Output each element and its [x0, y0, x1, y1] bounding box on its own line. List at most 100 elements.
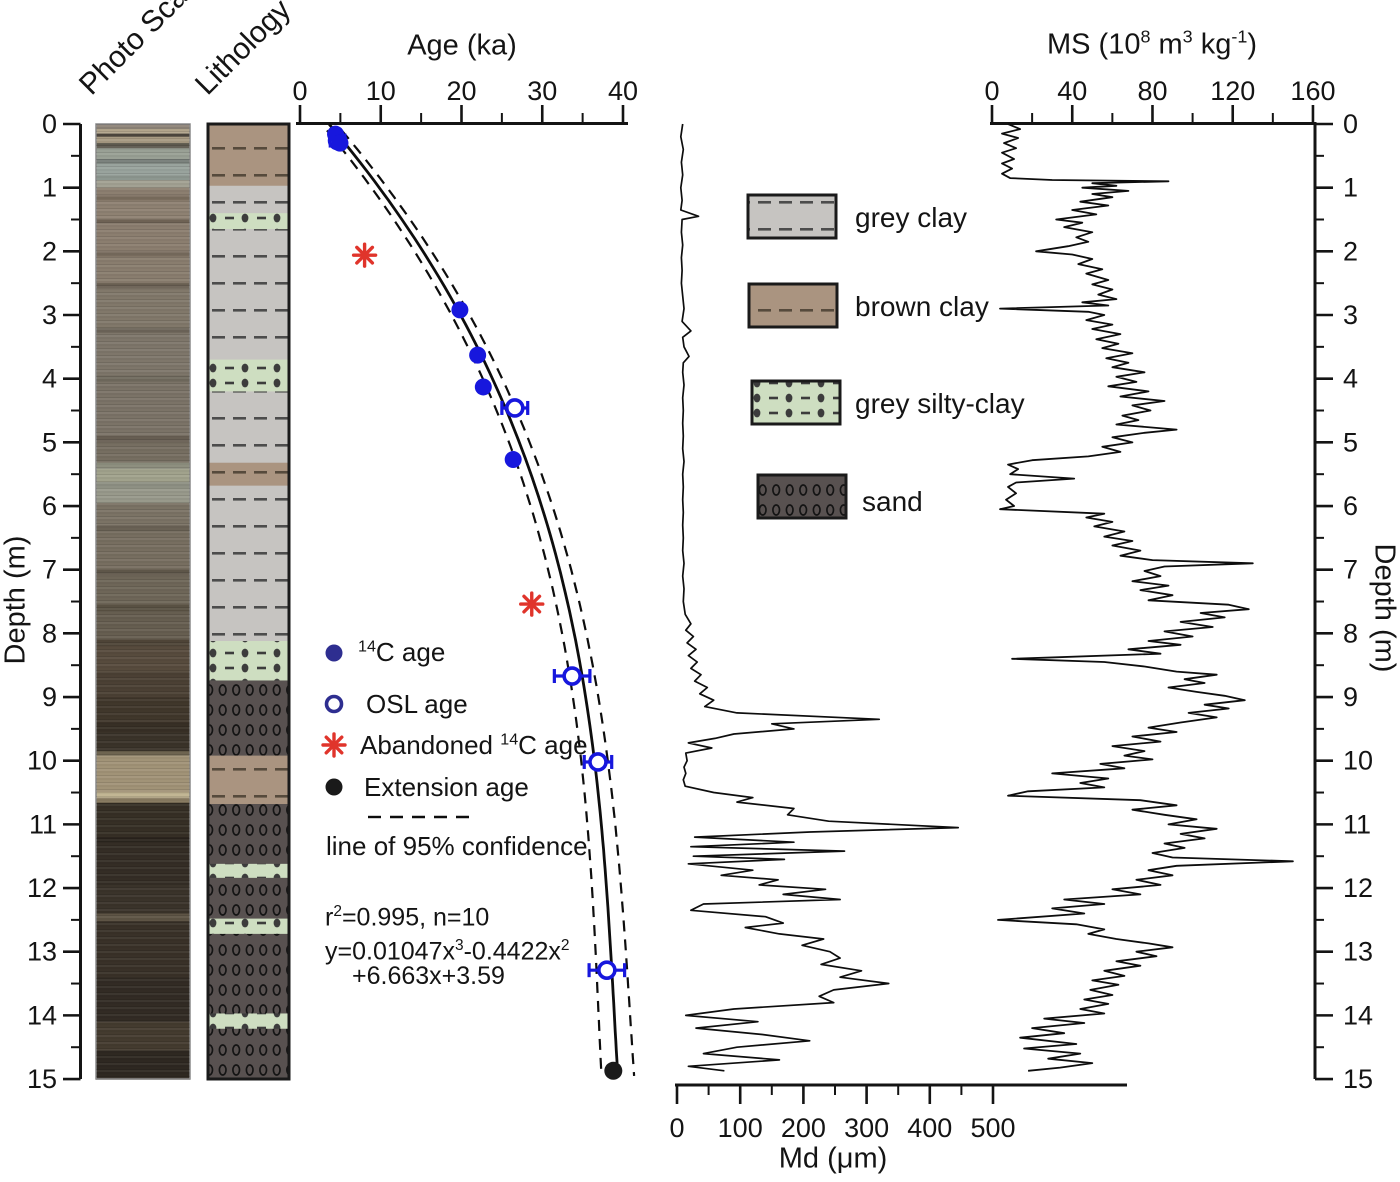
legend-label-abandoned-c14-age: Abandoned 14C age: [360, 730, 588, 760]
lith-layer-grey_clay: [208, 185, 289, 214]
svg-text:15: 15: [27, 1064, 57, 1094]
osl-legend-icon: [324, 694, 344, 714]
lith-legend-label-grey-silty-clay: grey silty-clay: [855, 388, 1025, 419]
c14-age-point: [469, 346, 487, 364]
svg-text:8: 8: [1343, 618, 1358, 648]
age-data-points: [327, 125, 627, 1080]
ms-curve: [997, 123, 1294, 1072]
svg-text:10: 10: [1343, 746, 1373, 776]
svg-text:1: 1: [1343, 173, 1358, 203]
svg-text:1: 1: [42, 173, 57, 203]
abandoned-c14-marker: [324, 735, 344, 755]
svg-text:5: 5: [1343, 427, 1358, 457]
age-legend-markers: [321, 644, 476, 819]
ms-axis-title: MS (108 m3 kg-1): [1046, 26, 1258, 61]
ms-axis: 0 40 80 120 160: [984, 76, 1335, 125]
lith-layer-brown_clay: [208, 124, 289, 187]
lith-legend-swatch: [750, 379, 842, 426]
lith-layer-brown_clay: [208, 462, 289, 487]
age-axis: 0 10 20 30 40: [292, 76, 638, 125]
lith-legend-label-grey-clay: grey clay: [855, 202, 968, 233]
extension-legend-icon: [325, 778, 343, 796]
svg-text:6: 6: [1343, 491, 1358, 521]
svg-text:6: 6: [42, 491, 57, 521]
svg-text:5: 5: [42, 427, 57, 457]
svg-text:12: 12: [27, 873, 57, 903]
legend-label-c14-age: 14C age: [358, 637, 446, 667]
osl-age-point: [562, 666, 582, 686]
svg-text:7: 7: [42, 555, 57, 585]
lith-legend-label-brown-clay: brown clay: [855, 291, 989, 322]
svg-text:7: 7: [1343, 555, 1358, 585]
svg-text:0: 0: [42, 109, 57, 139]
svg-text:9: 9: [1343, 682, 1358, 712]
svg-text:3: 3: [42, 300, 57, 330]
abandoned-c14-marker: [355, 245, 375, 265]
svg-text:0: 0: [1343, 109, 1358, 139]
svg-text:0: 0: [984, 76, 999, 106]
svg-text:11: 11: [1343, 809, 1371, 839]
svg-text:11: 11: [29, 809, 57, 839]
svg-text:14: 14: [1343, 1000, 1373, 1030]
lith-layer-sand: [208, 933, 289, 1014]
lith-layer-silty_clay: [208, 641, 289, 681]
svg-text:10: 10: [366, 76, 396, 106]
legend-label-extension-age: Extension age: [364, 772, 529, 802]
photo-scan-column: [95, 123, 191, 1080]
confidence-lines: [326, 129, 636, 1076]
osl-age-point: [588, 752, 608, 772]
svg-text:10: 10: [27, 746, 57, 776]
svg-text:8: 8: [42, 618, 57, 648]
fit-statistics-text: r2=0.995, n=10: [325, 903, 490, 932]
lith-layer-sand: [208, 803, 289, 865]
legend-label-confidence: line of 95% confidence: [326, 831, 588, 861]
lith-layer-grey_clay: [208, 485, 289, 642]
svg-text:160: 160: [1290, 76, 1335, 106]
svg-text:4: 4: [42, 364, 57, 394]
svg-text:13: 13: [1343, 937, 1373, 967]
lith-legend-label-sand: sand: [862, 486, 923, 517]
lith-layer-grey_clay: [208, 391, 289, 464]
lith-layer-grey_clay: [208, 229, 289, 361]
c14-age-point: [451, 301, 469, 319]
svg-text:9: 9: [42, 682, 57, 712]
svg-text:500: 500: [970, 1113, 1015, 1143]
lith-layer-sand: [208, 680, 289, 757]
svg-text:2: 2: [42, 236, 57, 266]
c14-legend-icon: [325, 644, 343, 662]
svg-text:14: 14: [27, 1000, 57, 1030]
md-curve: [679, 123, 960, 1072]
svg-text:80: 80: [1137, 76, 1167, 106]
c14-age-point: [504, 451, 522, 469]
age-axis-title: Age (ka): [407, 29, 517, 62]
legend-label-osl-age: OSL age: [366, 689, 468, 719]
age-fit-curve: [327, 123, 619, 1070]
c14-age-point: [474, 378, 492, 396]
svg-text:120: 120: [1210, 76, 1255, 106]
osl-age-point: [504, 398, 525, 418]
svg-text:12: 12: [1343, 873, 1373, 903]
lith-layer-brown_clay: [208, 755, 289, 805]
lith-layer-silty_clay: [208, 213, 289, 230]
svg-text:200: 200: [781, 1113, 826, 1143]
svg-text:20: 20: [446, 76, 476, 106]
lith-layer-sand: [208, 1028, 289, 1080]
extension-age-point: [604, 1061, 623, 1080]
abandoned-c14-marker: [522, 594, 542, 614]
depth-axis-title-left: Depth (m): [0, 535, 32, 665]
md-axis-title: Md (μm): [778, 1142, 888, 1175]
svg-text:30: 30: [527, 76, 557, 106]
lith-legend-swatch: [746, 193, 838, 240]
lithology-column: [206, 122, 291, 1081]
lith-layer-silty_clay: [208, 1013, 289, 1030]
svg-text:4: 4: [1343, 364, 1358, 394]
svg-text:0: 0: [292, 76, 307, 106]
lith-legend-swatch: [756, 473, 848, 520]
svg-text:15: 15: [1343, 1064, 1373, 1094]
lith-layer-silty_clay: [208, 863, 289, 879]
md-axis: 0 100 200 300 400 500: [669, 1083, 1127, 1143]
svg-text:13: 13: [27, 937, 57, 967]
